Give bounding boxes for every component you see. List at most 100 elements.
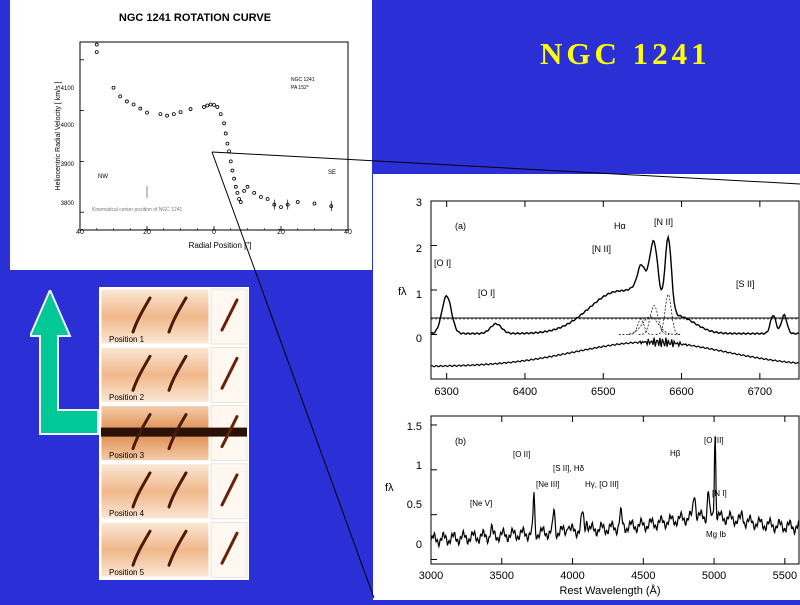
slit-label: Position 3 [109,451,145,460]
spectrum-a-panel-label: (a) [455,221,466,231]
rotation-curve-point [238,200,243,204]
rotation-curve-point [171,112,176,117]
rotation-curve-point [230,168,235,173]
line-label: [O II] [513,450,530,459]
rotation-curve-point [223,131,228,136]
slit-spectrum-image [100,463,210,520]
rotation-curve-panel: NGC 1241 ROTATION CURVE 40 20 0 20 40 41… [10,0,372,270]
line-label: [Ne III] [536,480,560,489]
rotation-curve-point [245,184,250,189]
x-tick-label: 4500 [631,570,655,582]
rotation-curve-ylabel: Heliocentric Radial Velocity [ km/s ] [55,81,62,190]
slit-label: Position 4 [109,509,145,518]
slit-spectrum-image [100,288,210,345]
rotation-curve-frame [79,41,349,231]
spectrum-a-lower-curve [430,337,799,368]
rotation-curve-point [111,85,116,90]
slit-panels [100,288,248,578]
x-tick-label: 4000 [560,570,584,582]
emission-line-trace [167,354,188,392]
y-tick-label: 0.5 [407,499,422,511]
line-label: [Ne V] [470,499,492,508]
emission-line-trace [131,296,152,334]
emission-line-trace [167,413,188,451]
y-tick-label: 4100 [61,86,75,92]
rotation-curve-point [225,141,230,146]
rotation-curve-point [252,191,257,195]
slit-label: Position 5 [109,568,145,577]
spectrum-b-annotations: [Ne V] [O II] [Ne III] [S II], Hδ Hγ, [O… [470,436,727,539]
rotation-curve-y-tick-labels: 4100 4000 3900 3800 [61,86,75,207]
x-tick-label: 6300 [434,386,458,398]
rotation-curve-point [165,113,170,118]
slit-spectrum-image [100,346,210,403]
slide-title: NGC 1241 [540,36,711,71]
rotation-curve-point [178,110,183,115]
green-l-arrow-icon [30,290,99,435]
x-tick-label: 6500 [591,386,615,398]
line-label: [S II], Hδ [553,464,585,473]
y-tick-label: 1.5 [407,421,422,433]
emission-line-trace [131,413,152,451]
y-tick-label: 3800 [61,201,75,207]
rotation-curve-point [215,105,220,109]
y-tick-label: 2 [416,243,422,255]
rotation-curve-point [138,106,143,111]
rotation-curve-point [242,188,247,193]
slit-labels: Position 1 Position 2 Position 3 Positio… [109,335,145,577]
label-nw: NW [98,174,108,180]
rotation-curve-point [131,102,136,107]
spectrum-b-xlabel: Rest Wavelength (Å) [559,584,660,597]
rotation-curve-point [158,112,163,117]
rotation-curve-point [279,205,283,210]
rotation-curve-point [202,105,206,109]
spectrum-b-y-tick-labels: 1.5 1 0.5 0 [407,421,422,551]
rotation-curve-chart: NGC 1241 ROTATION CURVE 40 20 0 20 40 41… [55,12,352,250]
y-tick-label: 3900 [61,162,75,168]
x-tick-label: 20 [143,229,151,236]
rotation-curve-point [312,201,317,206]
emission-line-trace [131,529,152,567]
x-tick-label: 5000 [702,570,726,582]
line-label: [O I] [478,288,495,298]
spectrum-b-ticks [430,416,786,564]
rotation-curve-title: NGC 1241 ROTATION CURVE [119,12,271,24]
rotation-curve-point [258,195,263,199]
spectrum-b-frame [430,415,800,565]
rotation-curve-point [227,149,231,154]
rotation-curve-point [232,176,237,181]
y-tick-label: 4000 [61,123,75,129]
rotation-curve-point [228,159,233,164]
rotation-curve-xlabel: Radial Position ["] [189,241,252,250]
rotation-curve-point [235,191,240,195]
y-tick-label: 1 [416,289,422,301]
rotation-curve-point [212,103,216,107]
rotation-curve-point [222,121,226,126]
rotation-curve-legend-line: PA 152° [291,85,309,91]
rotation-curve-point [188,107,193,111]
x-tick-label: 6600 [669,386,693,398]
rotation-curve-points [94,42,334,212]
line-label: [N II] [592,244,611,254]
emission-line-trace [131,354,152,392]
spectrum-a-x-tick-labels: 6300 6400 6500 6600 6700 [434,386,772,398]
spectrum-b-panel-label: (b) [455,436,466,446]
rotation-curve-point [265,197,270,201]
spectrum-b-ylabel: fλ [385,482,394,494]
rotation-curve-point [237,197,242,201]
line-label: [N I] [712,489,727,498]
emission-line-trace [167,296,188,334]
y-tick-label: 0 [416,539,422,551]
line-label: Hβ [670,449,681,458]
center-note: Kinematical center position of NGC 1241 [92,207,183,213]
slit-label: Position 1 [109,335,145,344]
spectrum-a-ylabel: fλ [398,286,407,298]
rotation-curve-point [125,99,129,104]
y-tick-label: 3 [416,197,422,209]
x-tick-label: 6400 [513,386,537,398]
continuum-band [101,427,247,437]
line-label: [N II] [654,217,673,227]
spectrum-chart: (a) fλ 3 2 1 0 6300 6400 6500 6600 6700 … [385,197,800,597]
slit-label: Position 2 [109,393,145,402]
